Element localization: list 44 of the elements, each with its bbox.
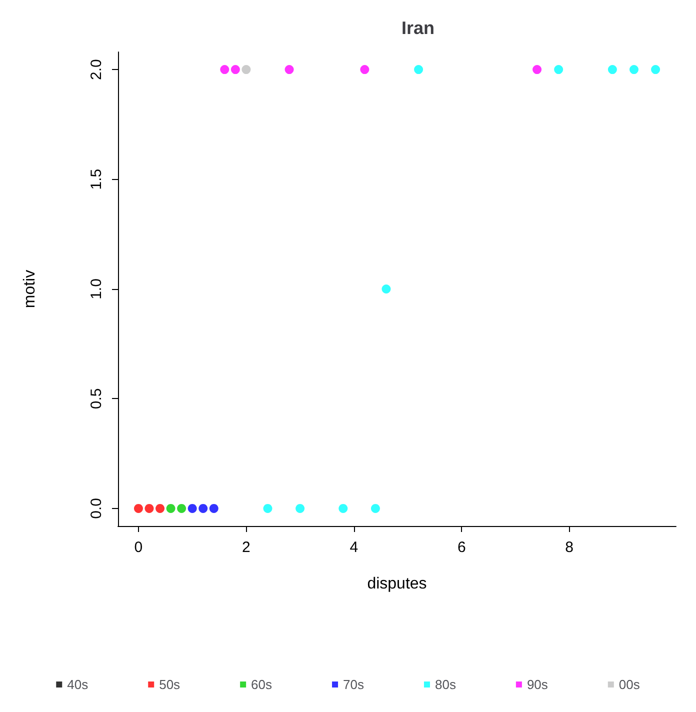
point bbox=[242, 65, 251, 74]
point bbox=[209, 504, 218, 513]
point bbox=[166, 504, 176, 513]
y-tick-label: 2.0 bbox=[88, 59, 105, 80]
point bbox=[144, 504, 154, 513]
y-axis-title: motiv bbox=[22, 270, 38, 308]
x-tick-label: 2 bbox=[242, 539, 250, 556]
point bbox=[608, 65, 617, 74]
x-axis-title: disputes bbox=[367, 576, 427, 592]
point bbox=[414, 65, 424, 74]
y-tick-label: 0.0 bbox=[88, 498, 105, 519]
y-tick-label: 1.5 bbox=[88, 168, 105, 190]
legend-label: 80s bbox=[434, 677, 456, 692]
x-tick-label: 4 bbox=[350, 539, 358, 556]
x-tick-label: 8 bbox=[565, 539, 574, 556]
point bbox=[370, 504, 380, 513]
point bbox=[338, 504, 348, 513]
point bbox=[532, 65, 542, 74]
point bbox=[284, 65, 294, 74]
point bbox=[263, 504, 272, 513]
legend-label: 40s bbox=[67, 677, 89, 692]
point bbox=[360, 65, 370, 74]
point bbox=[296, 504, 305, 513]
point bbox=[554, 65, 564, 74]
point bbox=[134, 504, 143, 513]
point bbox=[156, 504, 165, 513]
chart-title: Iran bbox=[401, 18, 435, 38]
point bbox=[177, 504, 186, 513]
point bbox=[220, 65, 230, 74]
point bbox=[188, 504, 197, 513]
point bbox=[198, 504, 208, 513]
point bbox=[630, 65, 638, 74]
legend-label: 50s bbox=[159, 677, 181, 692]
x-tick-label: 0 bbox=[134, 539, 143, 556]
legend-label: 70s bbox=[343, 677, 364, 692]
point bbox=[382, 284, 391, 294]
x-tick-label: 6 bbox=[457, 539, 466, 556]
y-tick-label: 1.0 bbox=[88, 278, 105, 300]
point bbox=[651, 65, 660, 74]
legend-label: 60s bbox=[251, 677, 273, 692]
y-tick-label: 0.5 bbox=[88, 388, 105, 410]
legend-label: 00s bbox=[618, 677, 640, 692]
point bbox=[230, 65, 240, 74]
legend-label: 90s bbox=[526, 677, 548, 692]
